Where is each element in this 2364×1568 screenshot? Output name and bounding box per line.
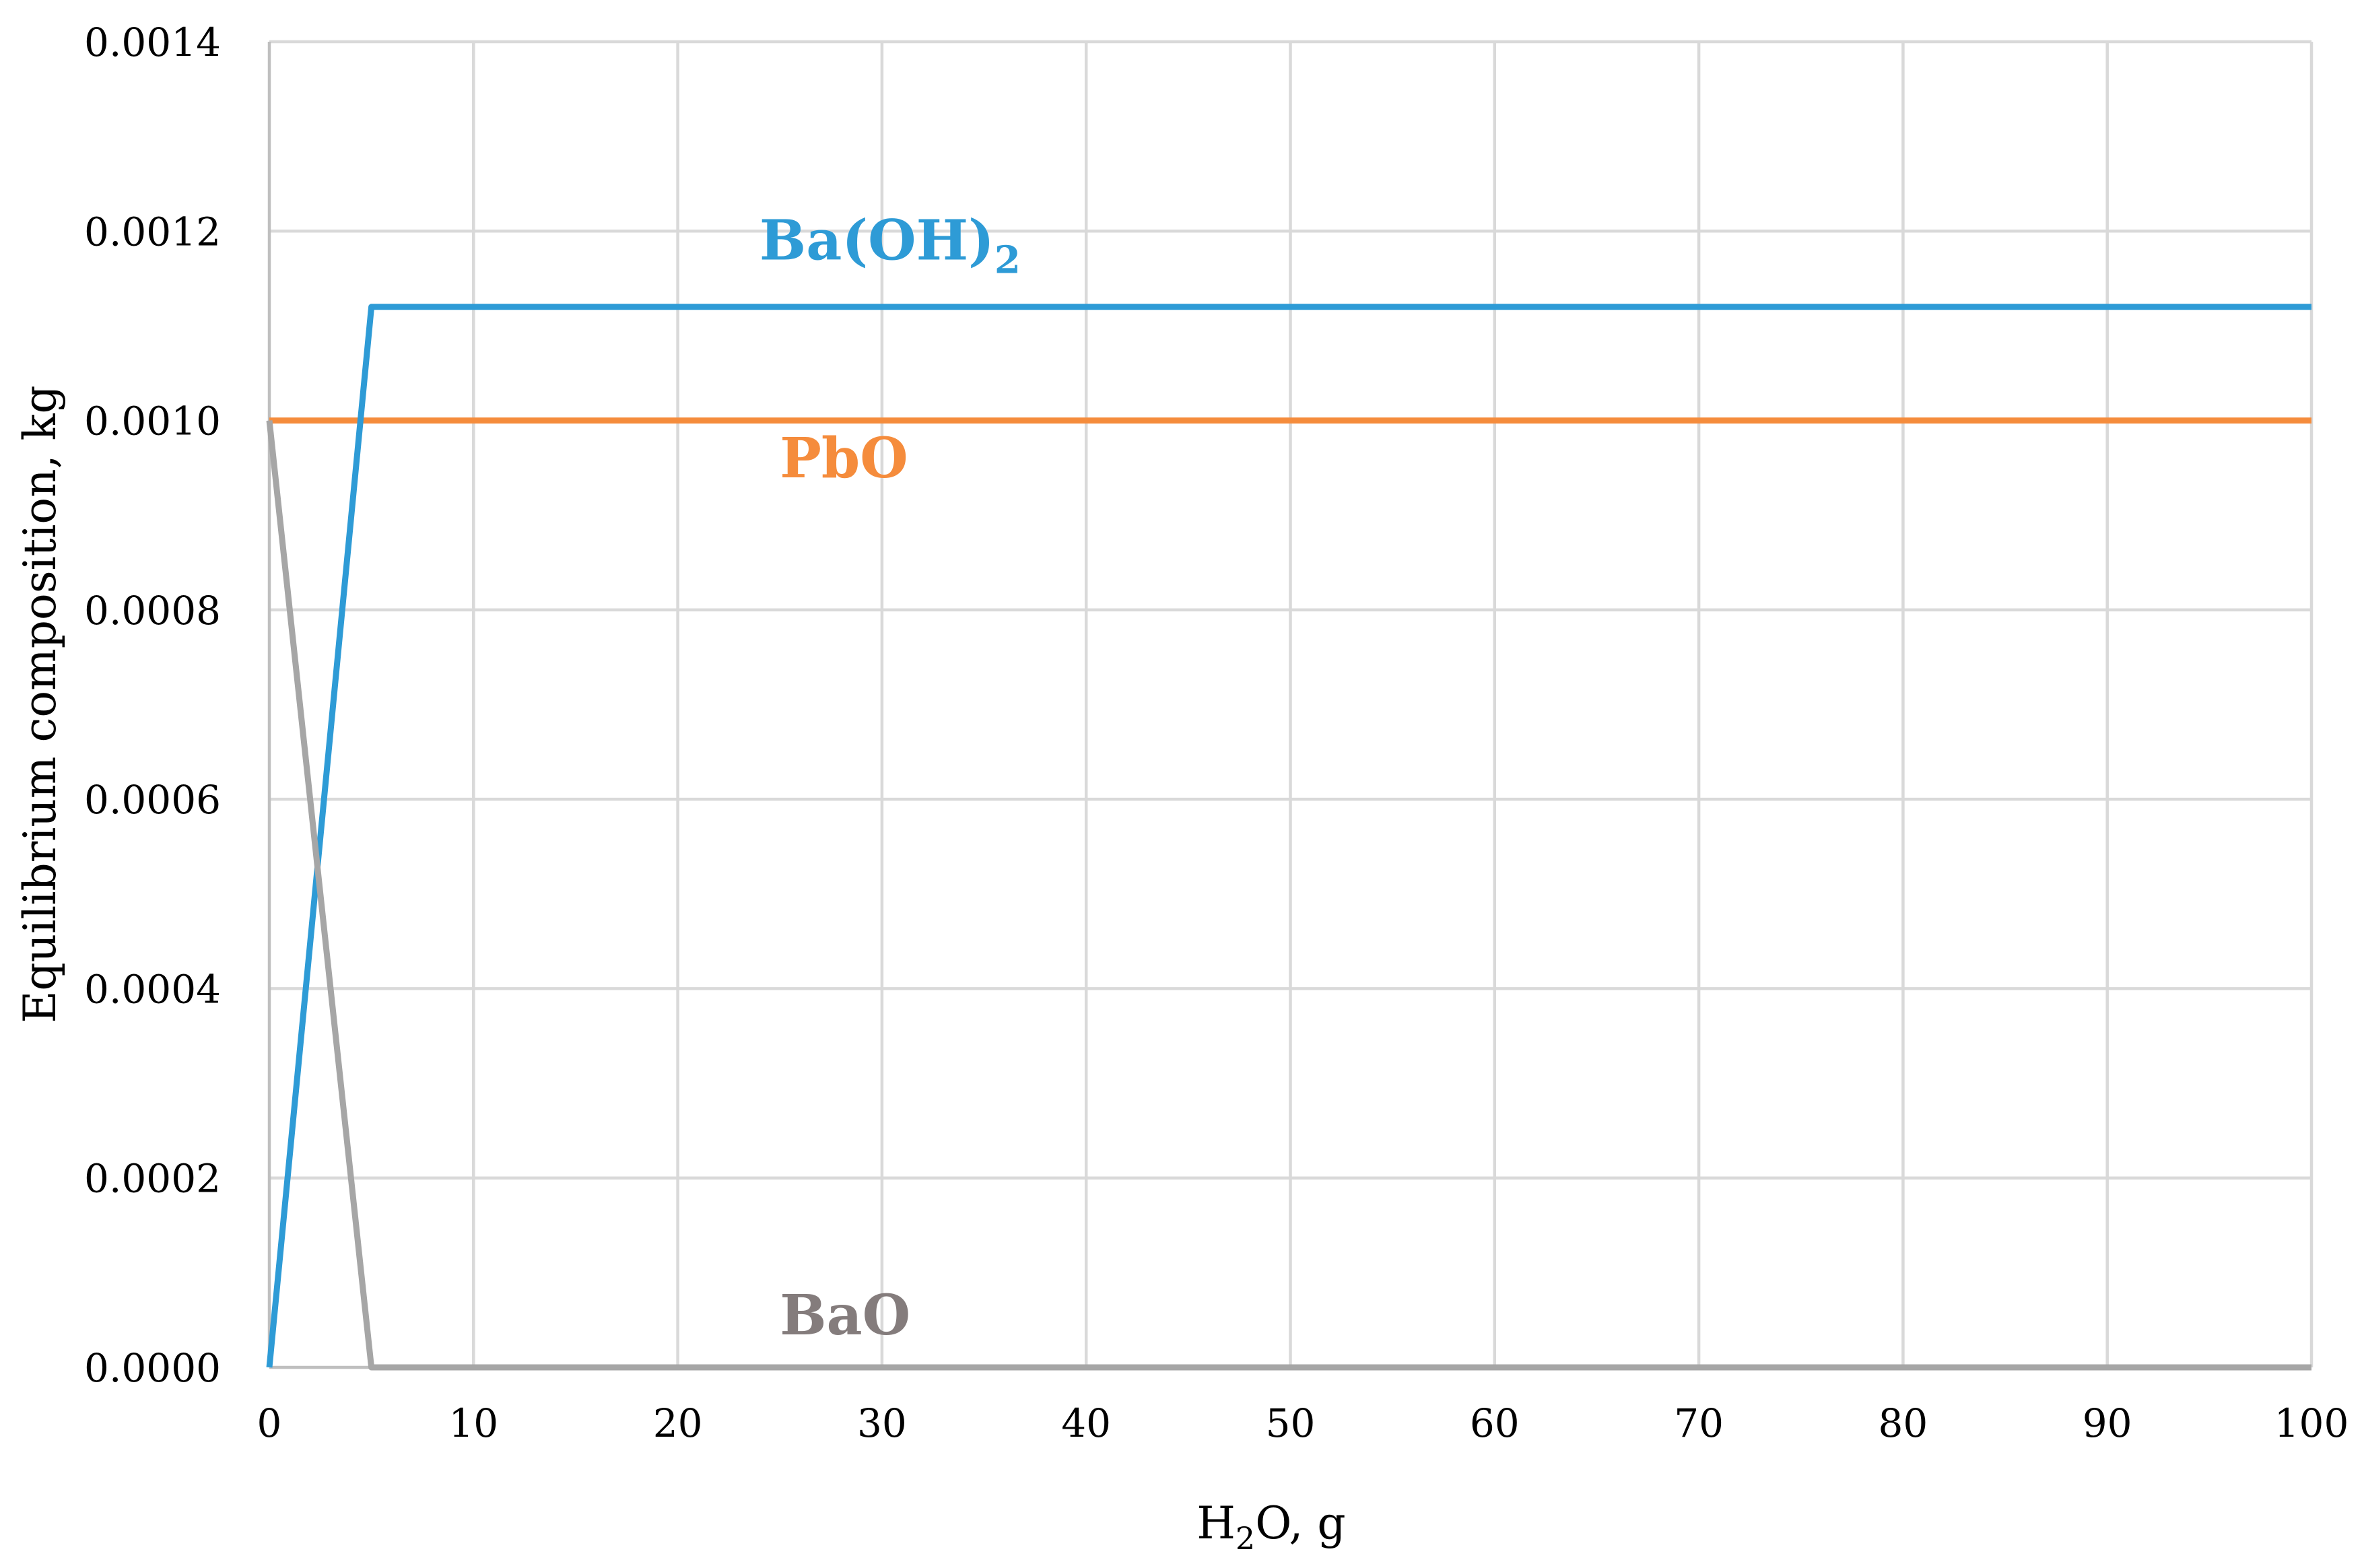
series-lines [266,304,2311,1371]
series-label-baoh: Ba(OH)2 [759,208,1021,282]
y-tick-label-0: 0.0000 [84,1345,221,1391]
x-tick-label-50: 50 [1266,1400,1316,1446]
series-line-bao [266,420,2311,1371]
tick-labels: 0 10 20 30 40 50 60 70 80 90 100 0.0000 0.0002 0.0004… [84,20,2349,1446]
x-tick-label-0: 0 [257,1400,282,1446]
series-labels: Ba(OH)2 PbO BaO [759,208,1021,1347]
y-tick-label-2: 0.0004 [84,966,221,1012]
series-label-pbo: PbO [780,426,908,491]
x-tick-label-30: 30 [857,1400,907,1446]
x-tick-label-20: 20 [653,1400,703,1446]
x-tick-label-10: 10 [448,1400,498,1446]
x-axis-title-rest: O, g [1255,1497,1345,1549]
x-tick-label-40: 40 [1061,1400,1111,1446]
series-label-bao: BaO [780,1283,910,1348]
y-tick-label-1: 0.0002 [84,1156,221,1202]
series-line-baoh [266,304,2311,1368]
x-tick-label-70: 70 [1674,1400,1724,1446]
grid-lines [269,40,2314,1367]
y-tick-label-7: 0.0014 [84,20,221,65]
x-tick-label-100: 100 [2274,1400,2349,1446]
y-tick-label-6: 0.0012 [84,209,221,254]
x-tick-label-90: 90 [2083,1400,2132,1446]
x-tick-label-80: 80 [1878,1400,1928,1446]
y-tick-label-3: 0.0006 [84,777,221,823]
x-axis-title: H2O, g [1196,1497,1345,1557]
y-tick-label-5: 0.0010 [84,399,221,444]
y-axis-title: Equilibrium composition, kg [14,385,66,1023]
x-tick-label-60: 60 [1470,1400,1520,1446]
x-axis-title-subscript: 2 [1236,1520,1255,1557]
y-tick-label-4: 0.0008 [84,588,221,634]
x-axis-title-base: H [1196,1497,1236,1549]
